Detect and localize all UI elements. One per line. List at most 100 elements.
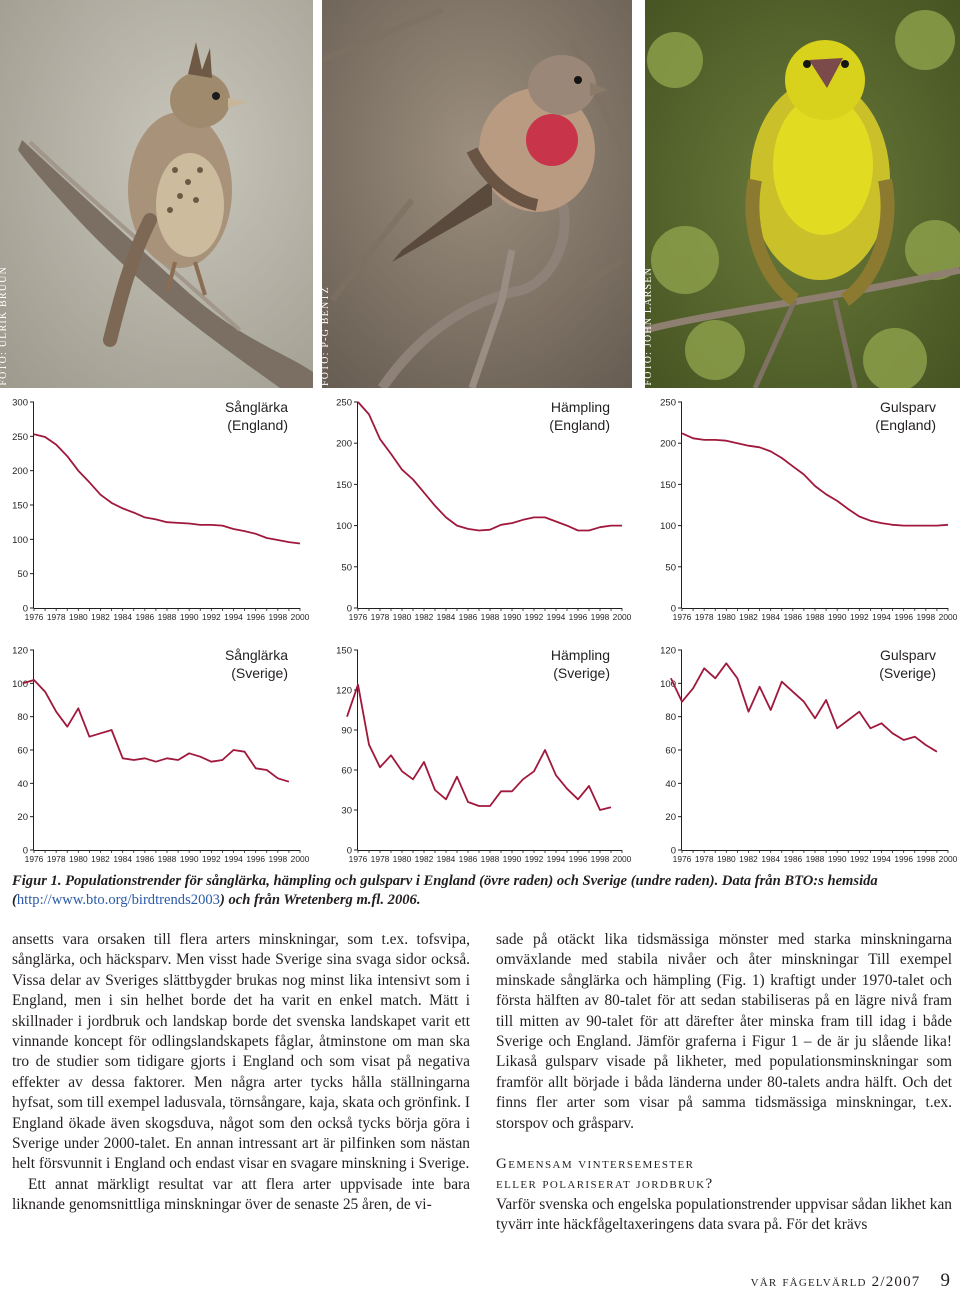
x-tick-label: 1976 — [673, 854, 692, 864]
linnet-photo-image — [322, 0, 632, 388]
x-tick-label: 1986 — [136, 854, 155, 864]
x-tick-label: 1998 — [269, 854, 288, 864]
x-tick-label: 1982 — [91, 854, 110, 864]
y-tick-label: 150 — [336, 646, 352, 657]
chart-title: Gulsparv — [880, 647, 936, 663]
y-tick-label: 150 — [12, 501, 28, 512]
y-tick-label: 50 — [17, 569, 28, 580]
caption-link[interactable]: http://www.bto.org/birdtrends2003 — [16, 892, 220, 908]
skylark-photo-image — [0, 0, 313, 388]
photo-credit: Foto: P-G Bentz — [322, 285, 331, 386]
x-tick-label: 1990 — [180, 612, 199, 622]
y-tick-label: 60 — [17, 746, 28, 757]
x-tick-label: 1988 — [806, 854, 825, 864]
chart-subtitle: (England) — [227, 417, 288, 433]
body-paragraph: ansetts vara orsaken till flera arters m… — [12, 931, 470, 1173]
x-tick-label: 1998 — [269, 612, 288, 622]
x-tick-label: 1976 — [25, 612, 44, 622]
x-tick-label: 1986 — [459, 612, 478, 622]
x-tick-label: 1982 — [415, 854, 434, 864]
x-tick-label: 1978 — [47, 854, 66, 864]
x-tick-label: 1984 — [761, 612, 780, 622]
body-column-right: sade på otäckt lika tidsmässiga mönster … — [496, 930, 952, 1236]
y-tick-label: 50 — [341, 562, 352, 573]
y-tick-label: 200 — [660, 439, 676, 450]
x-tick-label: 1984 — [761, 854, 780, 864]
x-tick-label: 1978 — [371, 854, 390, 864]
y-tick-label: 80 — [17, 712, 28, 723]
series-line — [22, 679, 290, 783]
x-tick-label: 1976 — [673, 612, 692, 622]
y-tick-label: 20 — [17, 812, 28, 823]
y-tick-label: 40 — [17, 779, 28, 790]
x-tick-label: 2000 — [291, 612, 310, 622]
x-tick-label: 2000 — [613, 612, 632, 622]
y-tick-label: 20 — [665, 812, 676, 823]
x-tick-label: 1992 — [525, 612, 544, 622]
y-tick-label: 250 — [12, 432, 28, 443]
x-tick-label: 1986 — [459, 854, 478, 864]
y-tick-label: 0 — [23, 604, 28, 615]
x-tick-label: 2000 — [613, 854, 632, 864]
x-tick-label: 1988 — [158, 612, 177, 622]
x-tick-label: 1978 — [371, 612, 390, 622]
x-tick-label: 1994 — [872, 612, 891, 622]
chart-title: Hämpling — [551, 399, 610, 415]
y-tick-label: 200 — [336, 439, 352, 450]
x-tick-label: 1984 — [113, 612, 132, 622]
x-tick-label: 1986 — [784, 854, 803, 864]
y-tick-label: 60 — [665, 746, 676, 757]
x-tick-label: 1978 — [695, 854, 714, 864]
x-tick-label: 1980 — [393, 612, 412, 622]
section-heading-line-2: eller polariserat jordbruk? — [496, 1176, 714, 1193]
x-tick-label: 1980 — [69, 854, 88, 864]
x-tick-label: 1990 — [828, 854, 847, 864]
x-tick-label: 1992 — [850, 854, 869, 864]
x-tick-label: 1996 — [246, 612, 265, 622]
x-tick-label: 1982 — [415, 612, 434, 622]
y-tick-label: 0 — [347, 604, 352, 615]
x-tick-label: 1990 — [503, 612, 522, 622]
x-tick-label: 1994 — [547, 854, 566, 864]
section-heading-line-1: Gemensam vintersemester — [496, 1156, 695, 1173]
series-line — [681, 432, 949, 527]
x-tick-label: 1998 — [917, 854, 936, 864]
x-tick-label: 1998 — [591, 854, 610, 864]
x-tick-label: 1978 — [47, 612, 66, 622]
x-tick-label: 1986 — [136, 612, 155, 622]
photo-credit: Foto: John Larsen — [645, 267, 654, 386]
x-tick-label: 1988 — [158, 854, 177, 864]
x-tick-label: 1978 — [695, 612, 714, 622]
yellowhammer-photo-image — [645, 0, 960, 388]
y-tick-label: 0 — [671, 604, 676, 615]
x-tick-label: 1986 — [784, 612, 803, 622]
x-tick-label: 1984 — [437, 612, 456, 622]
chart-subtitle: (England) — [549, 417, 610, 433]
x-tick-label: 1990 — [828, 612, 847, 622]
y-tick-label: 250 — [660, 398, 676, 409]
y-tick-label: 90 — [341, 726, 352, 737]
chart-subtitle: (England) — [875, 417, 936, 433]
x-tick-label: 1980 — [717, 612, 736, 622]
caption-text-after: ) och från Wretenberg m.fl. 2006. — [219, 892, 421, 908]
x-tick-label: 1980 — [393, 854, 412, 864]
caption-text: Figur 1. Populationstrender för sånglärk… — [12, 873, 878, 908]
body-paragraph: sade på otäckt lika tidsmässiga mönster … — [496, 931, 952, 1132]
series-line — [357, 401, 622, 532]
x-tick-label: 1988 — [481, 854, 500, 864]
chart-title: Sånglärka — [225, 647, 288, 663]
photo-linnet: Foto: P-G Bentz — [322, 0, 632, 388]
chart-title: Sånglärka — [225, 399, 288, 415]
x-tick-label: 1998 — [917, 612, 936, 622]
y-tick-label: 150 — [660, 480, 676, 491]
x-tick-label: 1996 — [894, 612, 913, 622]
y-tick-label: 250 — [336, 398, 352, 409]
x-tick-label: 1984 — [437, 854, 456, 864]
x-tick-label: 1992 — [850, 612, 869, 622]
series-line — [33, 433, 301, 545]
x-tick-label: 1994 — [872, 854, 891, 864]
y-tick-label: 100 — [12, 679, 28, 690]
figure-caption: Figur 1. Populationstrender för sånglärk… — [12, 872, 950, 910]
y-tick-label: 0 — [23, 846, 28, 857]
y-tick-label: 100 — [336, 521, 352, 532]
